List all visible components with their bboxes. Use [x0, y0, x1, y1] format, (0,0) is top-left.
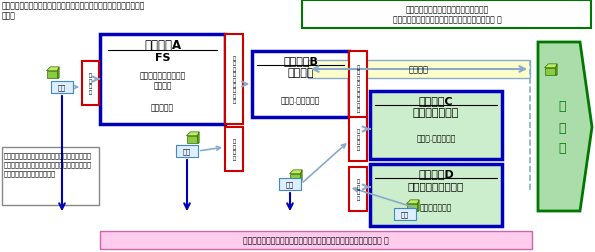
- Text: 応募: 応募: [286, 181, 294, 187]
- Text: 「新エネルギー等のシーズ発掘・事業化に向けた技術研究開発事業」: 「新エネルギー等のシーズ発掘・事業化に向けた技術研究開発事業」: [2, 1, 145, 10]
- Bar: [349, 117, 367, 161]
- Text: ス
テ
ー
ジ
ゲ
ー
ト
審
査: ス テ ー ジ ゲ ー ト 審 査: [356, 65, 359, 113]
- Text: FS: FS: [155, 53, 170, 63]
- Bar: [100, 231, 532, 249]
- Bar: [186, 136, 198, 143]
- Text: 概念図: 概念図: [2, 11, 16, 20]
- Polygon shape: [290, 170, 302, 174]
- Text: １〜１.５年間程度: １〜１.５年間程度: [416, 134, 456, 142]
- Bar: [290, 174, 300, 181]
- Polygon shape: [538, 43, 592, 211]
- Text: 採
択
審
査: 採 択 審 査: [233, 139, 236, 160]
- Bar: [46, 71, 58, 79]
- Bar: [82, 62, 99, 106]
- Text: １年間以内: １年間以内: [151, 103, 174, 112]
- Text: 応募: 応募: [401, 211, 409, 217]
- Polygon shape: [58, 68, 59, 79]
- Bar: [279, 178, 301, 190]
- Bar: [544, 69, 556, 76]
- Text: フィージビリティース: フィージビリティース: [139, 71, 186, 80]
- Text: タディー: タディー: [154, 81, 172, 90]
- Text: フェーズA: フェーズA: [144, 39, 181, 52]
- Text: 基盤研究: 基盤研究: [287, 68, 314, 78]
- Bar: [252, 52, 349, 117]
- Polygon shape: [198, 132, 199, 143]
- Polygon shape: [544, 65, 557, 69]
- Bar: [51, 82, 73, 94]
- Text: 応募: 応募: [58, 84, 66, 91]
- Text: 採
択
審
査: 採 択 審 査: [356, 129, 359, 150]
- Text: フェーズC: フェーズC: [419, 96, 453, 106]
- Bar: [406, 204, 418, 211]
- Bar: [302, 1, 591, 29]
- Bar: [100, 35, 225, 124]
- Bar: [349, 167, 367, 211]
- Bar: [308, 61, 530, 79]
- Bar: [370, 92, 502, 159]
- Text: 事業期間中の周辺支援／アドバイザリー支援、事業化戦略策定支援 等: 事業期間中の周辺支援／アドバイザリー支援、事業化戦略策定支援 等: [243, 236, 389, 244]
- Text: 採
択
審
査: 採 択 審 査: [89, 73, 92, 94]
- Bar: [349, 52, 367, 125]
- Text: 採
択
審
査: 採 択 審 査: [356, 179, 359, 200]
- Text: 各開発フェーズからの応募を可能とすることで、
ベンチャー・中小企業の新エネルギー分野などへ
の参入間口を広げています。: 各開発フェーズからの応募を可能とすることで、 ベンチャー・中小企業の新エネルギー…: [4, 151, 92, 176]
- Text: フェーズB: フェーズB: [283, 56, 318, 66]
- Bar: [394, 208, 416, 220]
- Polygon shape: [186, 132, 199, 136]
- Text: 応募: 応募: [183, 148, 191, 155]
- Bar: [2, 147, 99, 205]
- Polygon shape: [46, 68, 59, 71]
- Bar: [176, 145, 198, 158]
- Text: 広報宣伝活動支援、ビジネスマッチング会の開催 等: 広報宣伝活動支援、ビジネスマッチング会の開催 等: [393, 15, 502, 24]
- Text: ス
テ
ー
ジ
ゲ
ー
ト
審
査: ス テ ー ジ ゲ ー ト 審 査: [233, 56, 236, 104]
- Text: １〜２年間程度: １〜２年間程度: [420, 202, 452, 211]
- Text: 事
業
化: 事 業 化: [558, 100, 566, 155]
- Polygon shape: [406, 200, 419, 204]
- Text: 大規模実証研究開発: 大規模実証研究開発: [408, 180, 464, 190]
- Text: フェーズD: フェーズD: [418, 168, 454, 178]
- Text: 助成事業: 助成事業: [409, 65, 429, 74]
- Polygon shape: [556, 65, 557, 76]
- Text: 事業期間終了後もフォローアップを継続: 事業期間終了後もフォローアップを継続: [405, 5, 488, 14]
- Bar: [370, 164, 502, 226]
- Text: 実用化研究開発: 実用化研究開発: [413, 108, 459, 117]
- Bar: [225, 128, 243, 171]
- Text: １〜１.５年間程度: １〜１.５年間程度: [281, 96, 320, 105]
- Bar: [225, 35, 243, 124]
- Polygon shape: [300, 170, 302, 181]
- Polygon shape: [418, 200, 419, 211]
